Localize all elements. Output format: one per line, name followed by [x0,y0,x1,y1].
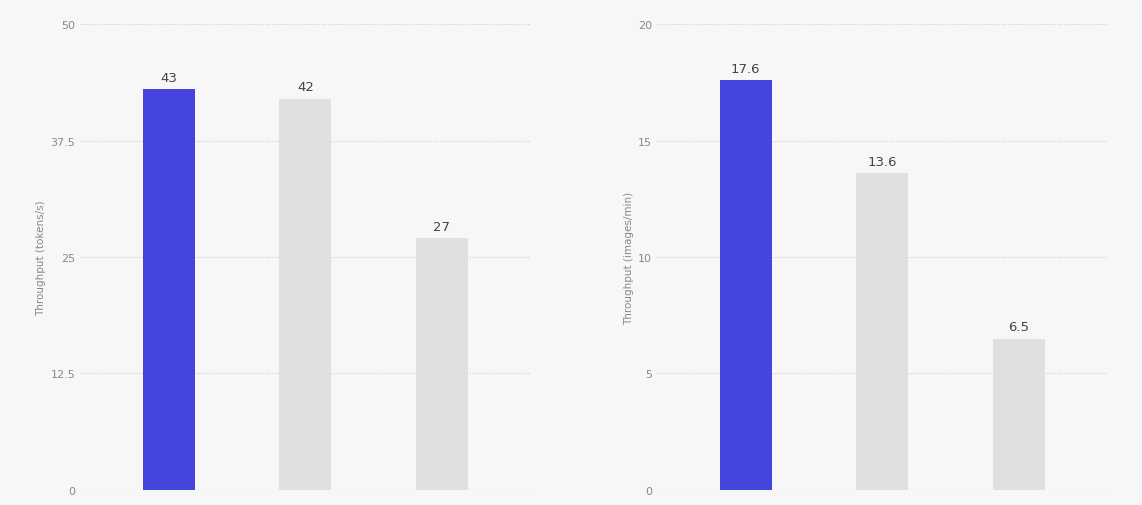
Bar [280,99,331,490]
Text: 6.5: 6.5 [1008,320,1029,333]
Bar [143,90,194,490]
Bar [994,339,1045,490]
Text: 42: 42 [297,81,314,94]
Text: 17.6: 17.6 [731,63,761,75]
Text: 43: 43 [160,72,177,85]
Text: 13.6: 13.6 [868,156,898,168]
Y-axis label: Throughput (tokens/s): Throughput (tokens/s) [37,200,46,315]
Bar [719,81,772,490]
Bar [856,174,908,490]
Y-axis label: Throughput (images/min): Throughput (images/min) [624,191,634,324]
Text: 27: 27 [434,220,450,233]
Bar [416,239,468,490]
